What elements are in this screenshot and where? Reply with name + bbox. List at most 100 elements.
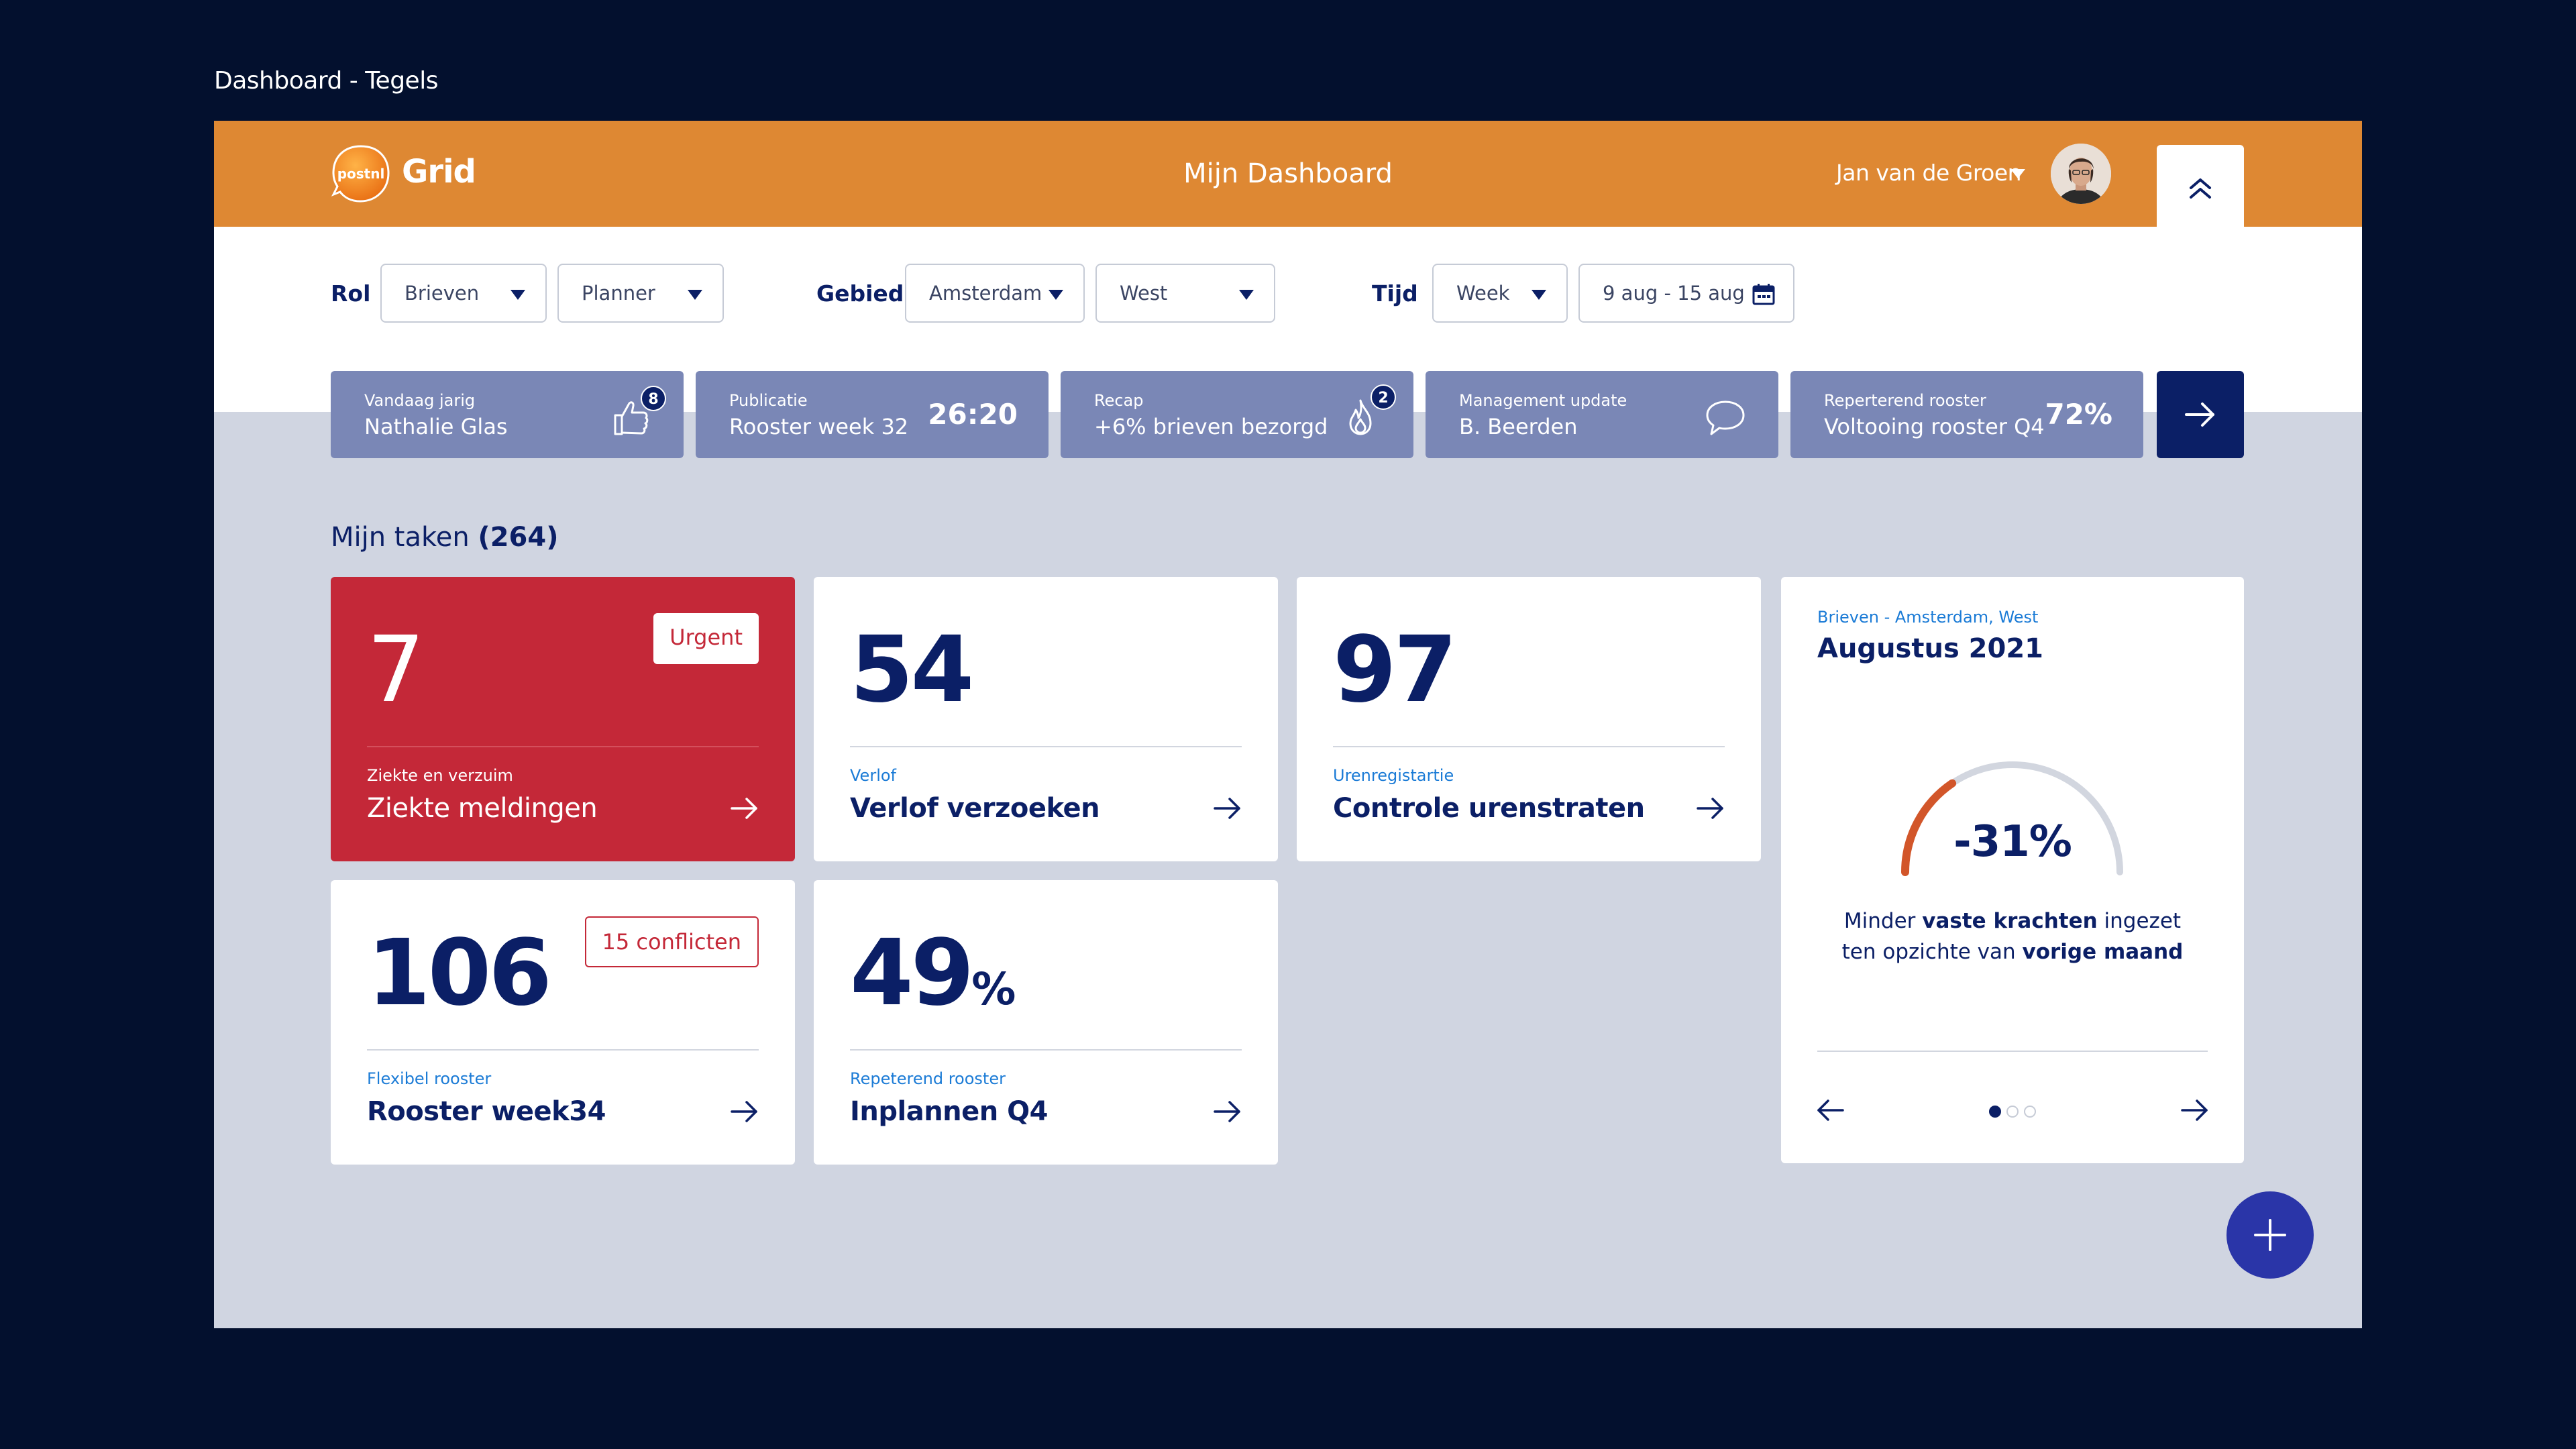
notification-text: B. Beerden — [1459, 414, 1578, 439]
chevron-down-icon[interactable] — [2010, 169, 2025, 178]
task-tile-leave-requests[interactable]: 54 Verlof Verlof verzoeken — [814, 577, 1278, 861]
carousel-dots[interactable] — [1989, 1106, 2041, 1118]
tasks-heading: Mijn taken (264) — [331, 522, 558, 553]
arrow-right-icon[interactable] — [1212, 1096, 1243, 1127]
gauge-arc — [1901, 761, 2123, 876]
notification-title: Management update — [1459, 391, 1627, 410]
rol-label: Rol — [331, 280, 371, 307]
carousel-dot[interactable] — [2024, 1106, 2036, 1118]
tijd-select-value: Week — [1456, 282, 1510, 305]
notification-birthday[interactable]: Vandaag jarig Nathalie Glas 8 — [331, 371, 684, 458]
arrow-right-icon — [2181, 1099, 2208, 1121]
date-range-value: 9 aug - 15 aug — [1603, 282, 1745, 305]
notification-publication[interactable]: Publicatie Rooster week 32 26:20 — [696, 371, 1049, 458]
gauge-desc-bold: vaste krachten — [1922, 909, 2098, 933]
divider — [1333, 746, 1725, 747]
gebied-label: Gebied — [816, 280, 904, 307]
notification-title: Vandaag jarig — [364, 391, 476, 410]
task-title: Ziekte meldingen — [367, 793, 598, 824]
conflicts-tag: 15 conflicten — [584, 916, 759, 967]
task-count-unit: % — [971, 963, 1016, 1015]
task-category: Ziekte en verzuim — [367, 766, 513, 785]
gauge-fill — [1901, 779, 1957, 876]
notifications-next-button[interactable] — [2157, 371, 2244, 458]
notification-recurring-roster[interactable]: Reperterend rooster Voltooing rooster Q4… — [1790, 371, 2143, 458]
tijd-select[interactable]: Week — [1432, 264, 1568, 323]
top-header: postnl Grid Mijn Dashboard Jan van de Gr… — [214, 121, 2362, 227]
carousel-prev-button[interactable] — [1815, 1095, 1845, 1126]
carousel-dot[interactable] — [2006, 1106, 2019, 1118]
postnl-logo[interactable]: postnl — [331, 144, 391, 204]
tasks-heading-label: Mijn taken — [331, 522, 470, 553]
notification-title: Publicatie — [729, 391, 808, 410]
task-tile-sick-reports[interactable]: 7 Urgent Ziekte en verzuim Ziekte meldin… — [331, 577, 795, 861]
caret-down-icon — [1049, 290, 1063, 300]
task-count: 54 — [850, 617, 974, 723]
notification-management-update[interactable]: Management update B. Beerden — [1426, 371, 1778, 458]
task-category: Flexibel rooster — [367, 1069, 492, 1088]
gebied-select-west[interactable]: West — [1095, 264, 1275, 323]
gebied-select-amsterdam[interactable]: Amsterdam — [905, 264, 1085, 323]
rol-select-brieven[interactable]: Brieven — [380, 264, 547, 323]
task-tile-timesheet-checks[interactable]: 97 Urenregistartie Controle urenstraten — [1297, 577, 1761, 861]
notification-recap[interactable]: Recap +6% brieven bezorgd 2 — [1061, 371, 1413, 458]
add-button[interactable] — [2226, 1191, 2314, 1279]
tijd-label: Tijd — [1372, 280, 1418, 307]
chat-bubble-icon — [1703, 395, 1748, 439]
divider — [367, 746, 759, 747]
task-count: 49% — [850, 920, 1016, 1026]
collapse-button[interactable] — [2157, 145, 2244, 227]
date-range-picker[interactable]: 9 aug - 15 aug — [1578, 264, 1794, 323]
notification-title: Recap — [1094, 391, 1144, 410]
notification-text: Nathalie Glas — [364, 414, 508, 439]
notification-value: 72% — [2045, 398, 2112, 431]
gauge-value: -31% — [1953, 817, 2072, 867]
dashboard-app: postnl Grid Mijn Dashboard Jan van de Gr… — [214, 121, 2362, 1328]
arrow-right-icon — [2185, 402, 2214, 427]
divider — [850, 1049, 1242, 1051]
avatar[interactable] — [2051, 144, 2111, 204]
arrow-left-icon — [1817, 1099, 1844, 1121]
task-category: Urenregistartie — [1333, 766, 1454, 785]
notification-title: Reperterend rooster — [1824, 391, 1986, 410]
notification-badge: 8 — [641, 386, 666, 411]
caret-down-icon — [511, 290, 525, 300]
thumbs-up-icon — [608, 395, 653, 439]
task-title: Controle urenstraten — [1333, 793, 1645, 824]
rol-select-planner[interactable]: Planner — [557, 264, 724, 323]
task-count-value: 49 — [850, 920, 974, 1026]
calendar-icon — [1752, 284, 1775, 305]
gebied-select-value: Amsterdam — [929, 282, 1042, 305]
task-count: 7 — [367, 617, 425, 723]
gauge-subtitle: Brieven - Amsterdam, West — [1817, 608, 2039, 627]
task-tile-recurring-roster[interactable]: 49% Repeterend rooster Inplannen Q4 — [814, 880, 1278, 1165]
urgent-tag: Urgent — [653, 613, 759, 664]
notification-text: Rooster week 32 — [729, 414, 909, 439]
notification-value: 26:20 — [928, 398, 1018, 431]
divider — [1817, 1051, 2208, 1052]
gauge-desc-text: Minder — [1843, 909, 1923, 933]
arrow-right-icon[interactable] — [1212, 793, 1243, 824]
svg-text:postnl: postnl — [337, 166, 385, 182]
brand-name: Grid — [402, 153, 476, 191]
arrow-right-icon[interactable] — [1695, 793, 1726, 824]
carousel-dot[interactable] — [1989, 1106, 2001, 1118]
caret-down-icon — [688, 290, 702, 300]
task-count: 97 — [1333, 617, 1457, 723]
notification-text: +6% brieven bezorgd — [1094, 414, 1328, 439]
gauge-description: Minder vaste krachten ingezet ten opzich… — [1781, 906, 2244, 967]
arrow-right-icon[interactable] — [729, 793, 760, 824]
gauge-card: Brieven - Amsterdam, West Augustus 2021 … — [1781, 577, 2244, 1163]
gauge-title: Augustus 2021 — [1817, 633, 2044, 664]
gauge-desc-text: ten opzichte van — [1841, 940, 2023, 964]
task-count: 106 — [367, 920, 552, 1026]
carousel-next-button[interactable] — [2180, 1095, 2210, 1126]
divider — [367, 1049, 759, 1051]
arrow-right-icon[interactable] — [729, 1096, 760, 1127]
task-title: Inplannen Q4 — [850, 1096, 1049, 1127]
task-tile-flexible-roster[interactable]: 106 15 conflicten Flexibel rooster Roost… — [331, 880, 795, 1165]
tasks-count: (264) — [478, 522, 559, 553]
user-menu[interactable]: Jan van de Groen — [1836, 160, 2022, 186]
rol-select-value: Brieven — [405, 282, 480, 305]
gebied-select-value: West — [1120, 282, 1168, 305]
